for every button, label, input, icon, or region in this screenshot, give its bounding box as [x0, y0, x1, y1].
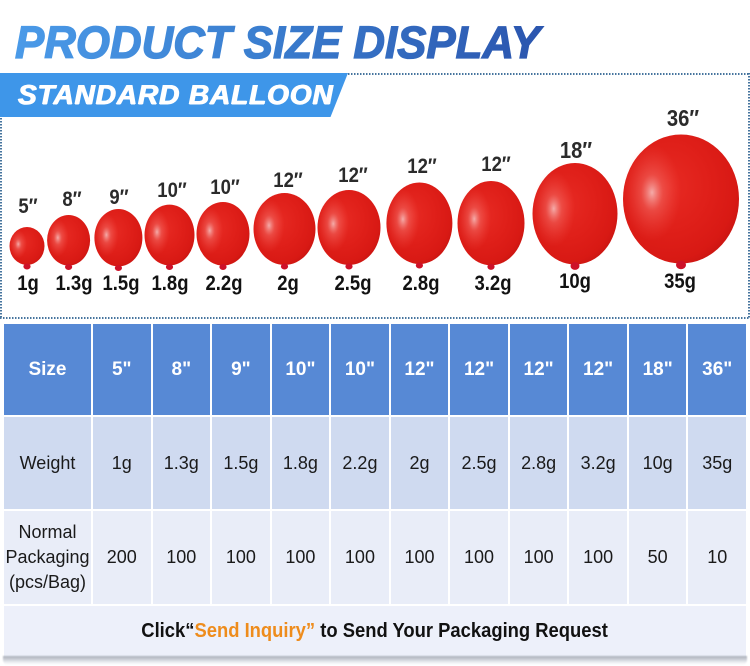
svg-text:PRODUCT SIZE DISPLAY: PRODUCT SIZE DISPLAY [15, 17, 544, 68]
